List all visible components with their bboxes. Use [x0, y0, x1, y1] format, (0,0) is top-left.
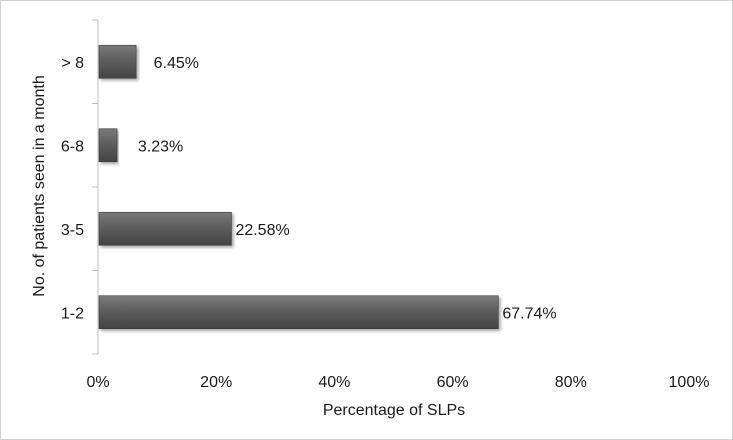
bar [98, 211, 232, 246]
x-tick-label: 80% [555, 374, 587, 391]
x-tick-label: 100% [669, 374, 710, 391]
data-label: 3.23% [138, 138, 183, 155]
data-label: 67.74% [502, 305, 556, 322]
data-label: 6.45% [154, 55, 199, 72]
y-tick-label: 6-8 [61, 138, 84, 155]
bar [98, 128, 118, 163]
x-tick-label: 60% [437, 374, 469, 391]
x-tick-label: 0% [86, 374, 109, 391]
y-axis-title: No. of patients seen in a month [31, 75, 48, 296]
x-tick-label: 20% [200, 374, 232, 391]
x-axis-title: Percentage of SLPs [323, 402, 465, 419]
y-tick-label: > 8 [61, 55, 84, 72]
y-tick-label: 3-5 [61, 222, 84, 239]
data-label: 22.58% [235, 222, 289, 239]
x-tick-label: 40% [318, 374, 350, 391]
bar [98, 295, 499, 330]
bar [98, 44, 137, 79]
y-tick-label: 1-2 [61, 305, 84, 322]
